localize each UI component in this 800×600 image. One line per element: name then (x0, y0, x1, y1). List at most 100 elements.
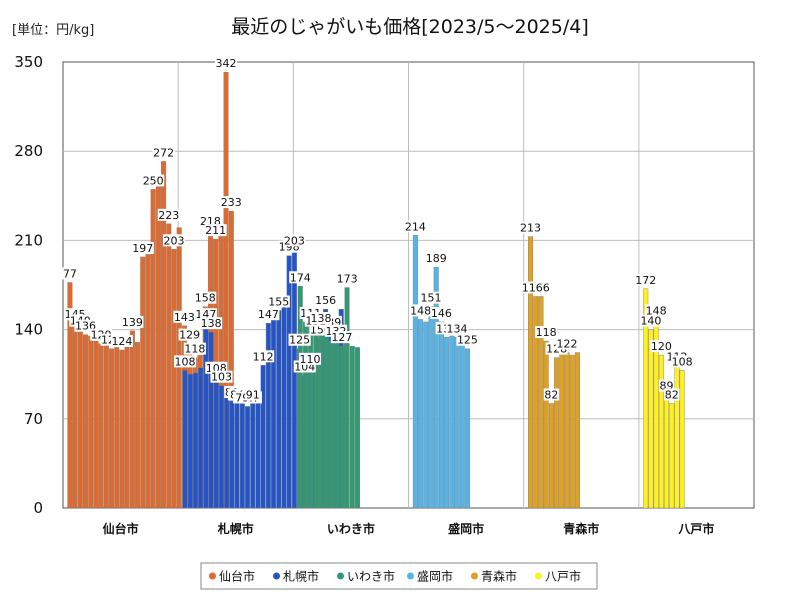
bar-1-3 (198, 367, 204, 509)
data-label-bg-1-13 (245, 388, 261, 401)
data-label-bg-0-24 (183, 342, 206, 355)
data-label-bg-1-16 (257, 308, 280, 321)
data-label-4-1: 1166 (522, 281, 550, 294)
bar-0-7 (103, 343, 109, 509)
data-label-bg-1-21 (283, 234, 306, 247)
bar-5-5 (669, 403, 675, 509)
data-label-bg-0-12 (121, 315, 144, 328)
bar-2-1 (302, 321, 308, 509)
data-label-bg-1-0 (174, 355, 197, 368)
bar-0-10 (119, 349, 125, 509)
data-label-bg-0-26 (194, 291, 217, 304)
data-label-4-4: 82 (544, 389, 558, 402)
bar-1-20 (286, 255, 292, 509)
bar-2-0 (297, 286, 303, 509)
data-label-5-7: 108 (672, 355, 693, 368)
data-label-1-27: 156 (315, 294, 336, 307)
legend-marker-3 (407, 572, 414, 580)
bar-4-3 (543, 340, 549, 509)
legend-box (200, 562, 598, 590)
data-label-3-1: 148 (410, 304, 431, 317)
bar-4-4 (548, 403, 554, 509)
bar-0-9 (114, 347, 120, 509)
data-label-bg-0-31 (220, 196, 243, 209)
data-label-1-15: 112 (253, 350, 274, 363)
bar-5-7 (679, 370, 685, 509)
bars (67, 71, 685, 509)
bar-0-19 (166, 223, 172, 509)
bar-1-9 (229, 400, 235, 509)
x-axis: 仙台市 札幌市 いわき市 盛岡市 青森市 八戸市 (103, 521, 715, 536)
bar-1-14 (255, 393, 261, 509)
data-label-bg-1-27 (314, 294, 337, 307)
data-label-bg-1-7 (210, 370, 233, 383)
legend-label-2: いわき市 (347, 569, 395, 584)
data-label-bg-2-9 (336, 272, 359, 285)
data-label-5-1: 140 (640, 315, 661, 328)
bar-1-17 (271, 316, 277, 509)
bar-1-21 (291, 249, 297, 509)
data-label-0-19: 223 (158, 209, 179, 222)
data-label-bg-4-3 (535, 326, 558, 339)
data-label-bg-5-3 (650, 340, 673, 353)
data-label-bg-1-18 (267, 295, 290, 308)
data-label-5-2: 148 (646, 304, 667, 317)
bar-1-12 (245, 406, 251, 509)
data-label-bg-3-4 (425, 252, 448, 265)
legend-marker-0 (209, 572, 216, 580)
bar-0-2 (77, 329, 83, 509)
data-label-1-16: 147 (258, 308, 279, 321)
data-label-4-7: 122 (557, 338, 578, 351)
bar-2-11 (355, 347, 360, 509)
data-label-0-22: 143 (174, 311, 195, 324)
data-label-4-3: 118 (536, 326, 557, 339)
data-label-2-9: 173 (337, 273, 358, 286)
x-category-label-2: いわき市 (327, 521, 375, 536)
bar-3-8 (454, 337, 460, 509)
data-label-bg-0-23 (178, 328, 201, 341)
data-label-1-24: 110 (300, 353, 321, 366)
data-label-bg-0-30 (215, 57, 238, 70)
bar-5-6 (674, 365, 680, 509)
bar-0-21 (176, 227, 182, 509)
chart-title: 最近のじゃがいも価格[2023/5～2025/4] (231, 16, 589, 38)
bar-1-11 (239, 403, 245, 509)
bar-3-2 (423, 321, 429, 509)
unit-label: [単位：円/kg] (12, 22, 94, 38)
data-label-1-7: 103 (211, 371, 232, 384)
data-labels: 7714514013612912412413919725027222320314… (62, 57, 694, 404)
data-label-bg-0-10 (110, 334, 133, 347)
bar-0-5 (93, 340, 99, 509)
data-label-2-8: 127 (331, 331, 352, 344)
legend-marker-4 (471, 572, 478, 580)
bar-0-20 (171, 249, 177, 509)
data-label-3-10: 125 (457, 334, 478, 347)
bar-5-3 (658, 354, 664, 509)
data-label-1-21: 203 (284, 234, 305, 247)
data-label-bg-5-2 (645, 304, 668, 317)
bar-2-6 (328, 340, 334, 509)
data-label-bg-0-14 (131, 241, 154, 254)
data-label-0-16: 250 (143, 174, 164, 187)
legend-label-0: 仙台市 (219, 569, 255, 584)
bar-1-1 (187, 374, 193, 509)
data-label-0-20: 203 (164, 234, 185, 247)
data-label-bg-3-0 (404, 220, 427, 233)
legend-marker-5 (535, 572, 542, 580)
bar-1-6 (213, 376, 219, 509)
bar-3-5 (438, 321, 444, 509)
bar-1-8 (224, 395, 230, 509)
bar-3-7 (449, 335, 455, 509)
bar-3-6 (444, 337, 450, 509)
bar-3-10 (464, 348, 470, 509)
data-label-bg-1-15 (252, 350, 275, 363)
bar-2-9 (344, 287, 350, 509)
bar-1-16 (265, 323, 271, 509)
bar-3-0 (412, 235, 418, 509)
legend-label-1: 札幌市 (283, 569, 319, 584)
data-label-0-23: 129 (179, 329, 200, 342)
data-label-bg-1-5 (200, 317, 223, 330)
bar-0-4 (88, 335, 94, 509)
bar-1-0 (182, 370, 188, 509)
